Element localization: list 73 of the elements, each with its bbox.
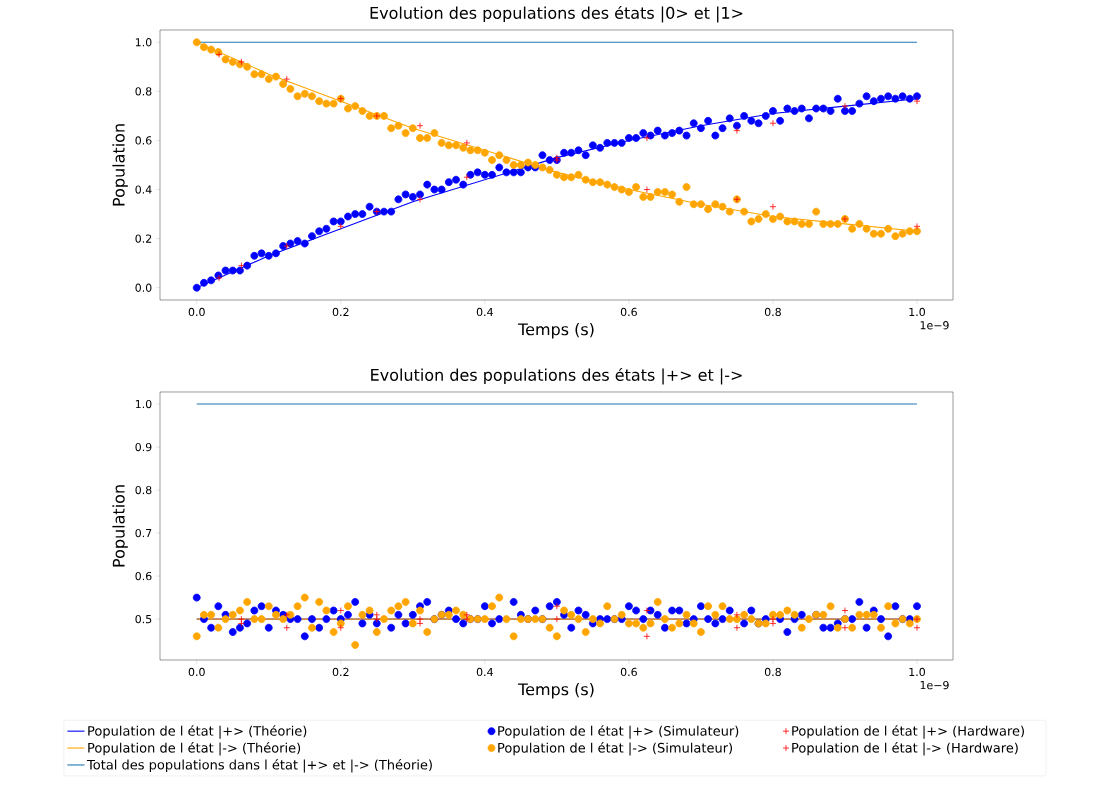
point — [643, 186, 651, 193]
point — [463, 139, 471, 147]
point — [643, 632, 651, 640]
x-tick-label: 1.0 — [909, 307, 925, 317]
y-tick-label: 0.6 — [135, 571, 152, 581]
y-tick-label: 0.9 — [135, 442, 152, 452]
text: 1e−9 — [920, 321, 949, 330]
y-tick-label: 0.6 — [135, 136, 152, 145]
x-tick-label: 0.8 — [764, 307, 781, 317]
chart-title: Evolution des populations des états |+> et |-> — [371, 367, 742, 385]
legend-label: Population de l état |+> (Hardware) — [792, 725, 1024, 739]
point — [238, 262, 245, 270]
x-tick-label: 0.6 — [620, 307, 637, 317]
x-axis-title: Temps (s) — [518, 322, 594, 339]
x-tick-label: 0.4 — [476, 307, 493, 317]
point — [841, 607, 849, 614]
y-axis-title: Population — [112, 124, 128, 206]
point — [769, 203, 777, 211]
point — [463, 611, 471, 619]
y-tick-label: 0.4 — [135, 185, 152, 194]
y-axis-title: Population — [112, 485, 128, 567]
y-tick-label: 0.2 — [135, 234, 152, 243]
point — [283, 611, 291, 619]
point — [416, 620, 424, 627]
point — [553, 602, 561, 610]
point — [841, 102, 849, 110]
x-tick-label: 0.0 — [188, 667, 205, 677]
y-tick-label: 0.0 — [135, 283, 152, 292]
y-tick-label: 0.7 — [135, 528, 152, 538]
legend-label: Total des populations dans l état |+> et |-> (Théorie) — [86, 759, 432, 773]
x-tick-label: 0.2 — [332, 307, 349, 317]
point — [238, 615, 245, 623]
y-tick-label: 0.5 — [135, 614, 152, 624]
legend-label: Population de l état |+> (Simulateur) — [498, 725, 739, 739]
point — [416, 615, 424, 623]
point — [283, 624, 291, 632]
x-tick-label: 0.0 — [188, 307, 205, 317]
point — [733, 611, 741, 619]
text: 1e−9 — [920, 680, 949, 690]
point — [553, 615, 561, 623]
point — [337, 607, 345, 614]
legend-label: Population de l état |+> (Théorie) — [88, 725, 307, 739]
point — [913, 97, 921, 105]
point — [337, 222, 345, 230]
x-tick-label: 0.6 — [620, 667, 637, 677]
point — [769, 620, 777, 627]
x-tick-label: 0.4 — [476, 667, 493, 677]
legend-label: Population de l état |-> (Simulateur) — [498, 742, 733, 756]
x-tick-label: 0.8 — [764, 667, 781, 677]
legend-label: Population de l état |-> (Théorie) — [88, 742, 301, 756]
point — [733, 624, 741, 632]
point — [463, 173, 471, 181]
y-tick-label: 0.8 — [135, 485, 152, 495]
point — [913, 222, 921, 230]
point — [643, 134, 651, 142]
point — [373, 611, 381, 619]
point — [733, 127, 741, 135]
y-tick-label: 1.0 — [135, 38, 152, 47]
x-tick-label: 1.0 — [909, 667, 925, 677]
point — [416, 195, 424, 203]
point — [283, 75, 291, 83]
chart-title: Evolution des populations des états |0> et |1> — [370, 5, 743, 23]
x-tick-label: 0.2 — [332, 667, 349, 677]
point — [283, 242, 291, 250]
y-tick-label: 0.8 — [135, 87, 152, 96]
point — [841, 624, 849, 632]
legend-label: Population de l état |-> (Hardware) — [792, 742, 1018, 756]
point — [913, 624, 921, 632]
point — [769, 119, 777, 127]
point — [643, 607, 651, 614]
y-tick-label: 1.0 — [135, 399, 152, 409]
point — [416, 122, 424, 130]
x-axis-title: Temps (s) — [518, 682, 594, 699]
